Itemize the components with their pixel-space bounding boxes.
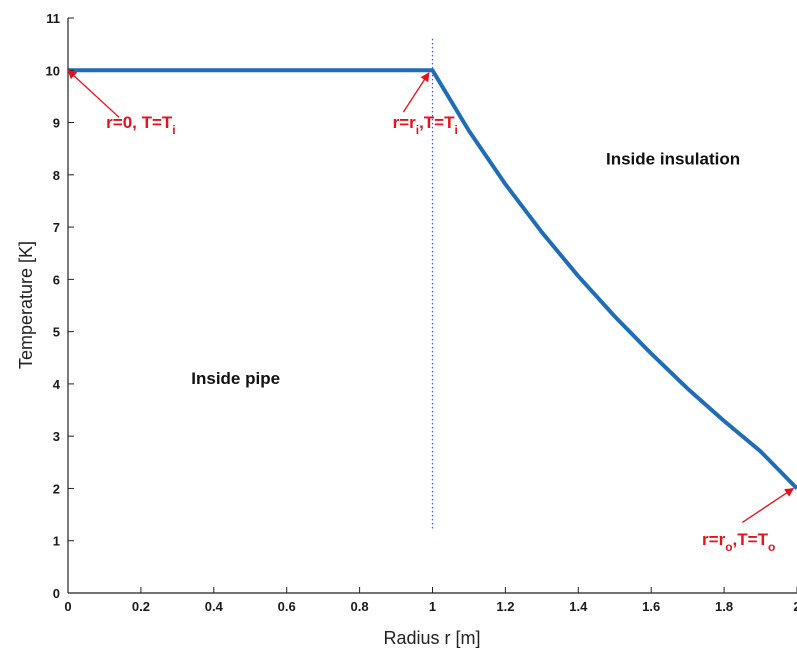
region-label: Inside pipe <box>191 369 280 388</box>
x-tick-label: 1.4 <box>569 599 588 614</box>
y-tick-label: 6 <box>53 272 60 287</box>
x-tick-label: 1.8 <box>715 599 733 614</box>
plot-area <box>68 18 797 593</box>
temperature-series-line <box>68 68 797 490</box>
region-label: Inside insulation <box>606 149 740 168</box>
x-tick-label: 0.4 <box>205 599 224 614</box>
x-tick-label: 1.6 <box>642 599 660 614</box>
y-tick-label: 0 <box>53 586 60 601</box>
y-tick-label: 8 <box>53 168 60 183</box>
annotation-arrow <box>67 69 120 118</box>
annotation-label: r=ri,T=Ti <box>393 113 458 137</box>
y-tick-label: 1 <box>53 534 60 549</box>
annotation-label: r=0, T=Ti <box>106 113 175 137</box>
y-tick-label: 2 <box>53 481 60 496</box>
annotation-arrow <box>741 487 795 523</box>
annotation-label: r=ro,T=To <box>702 530 775 554</box>
y-tick-label: 4 <box>53 377 61 392</box>
x-tick-label: 1.2 <box>496 599 514 614</box>
x-tick-label: 2 <box>793 599 797 614</box>
x-tick-label: 0.2 <box>132 599 150 614</box>
y-tick-label: 9 <box>53 116 60 131</box>
x-tick-label: 0.8 <box>351 599 369 614</box>
x-tick-label: 0.6 <box>278 599 296 614</box>
y-tick-label: 11 <box>46 11 60 26</box>
annotation-arrow <box>402 72 430 113</box>
y-axis-label: Temperature [K] <box>16 241 36 369</box>
y-tick-label: 7 <box>53 220 60 235</box>
y-tick-label: 5 <box>53 325 60 340</box>
y-tick-label: 10 <box>46 63 60 78</box>
x-axis-label: Radius r [m] <box>383 628 480 648</box>
x-tick-label: 0 <box>64 599 71 614</box>
y-tick-label: 3 <box>53 429 60 444</box>
x-tick-label: 1 <box>429 599 436 614</box>
